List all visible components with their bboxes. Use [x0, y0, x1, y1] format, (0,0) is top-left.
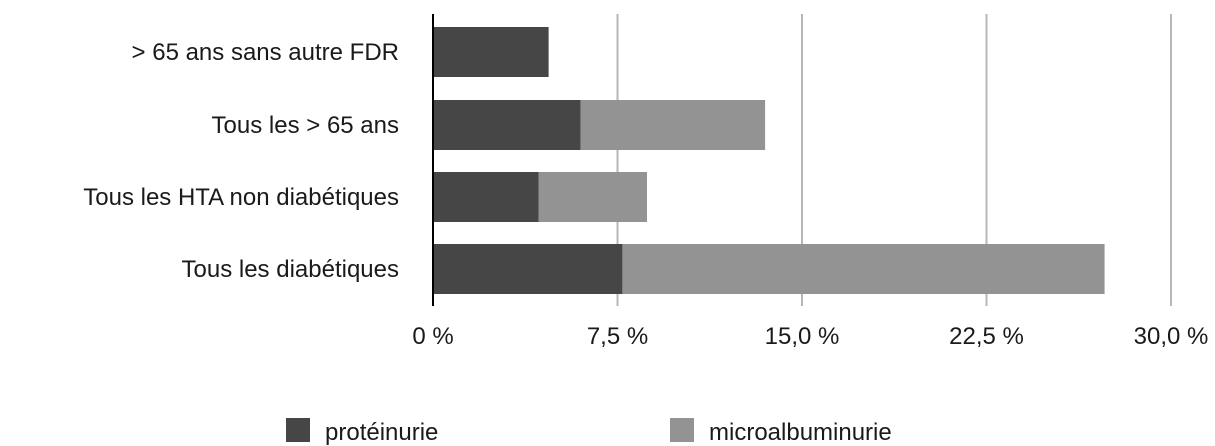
bar-microalbuminurie-3	[622, 244, 1105, 294]
legend-swatch-proteinurie	[286, 418, 310, 442]
x-tick-label-2: 15,0 %	[765, 323, 840, 350]
legend-label-proteinurie: protéinurie	[325, 419, 438, 446]
bar-proteinurie-2	[433, 172, 539, 222]
bar-microalbuminurie-1	[580, 100, 766, 150]
bar-proteinurie-3	[433, 244, 623, 294]
bar-proteinurie-0	[433, 27, 549, 77]
bars	[433, 27, 1105, 294]
bar-proteinurie-1	[433, 100, 581, 150]
x-tick-label-3: 22,5 %	[949, 323, 1024, 350]
x-tick-label-0: 0 %	[412, 323, 453, 350]
x-tick-label-1: 7,5 %	[587, 323, 648, 350]
x-tick-label-4: 30,0 %	[1134, 323, 1209, 350]
legend-swatch-microalbuminurie	[670, 418, 694, 442]
x-tick-labels: 0 % 7,5 % 15,0 % 22,5 % 30,0 %	[412, 323, 1208, 350]
category-label-3: Tous les diabétiques	[182, 256, 399, 283]
bar-microalbuminurie-2	[538, 172, 648, 222]
category-label-1: Tous les > 65 ans	[212, 112, 399, 139]
category-label-2: Tous les HTA non diabétiques	[83, 184, 399, 211]
category-label-0: > 65 ans sans autre FDR	[132, 39, 399, 66]
category-labels: > 65 ans sans autre FDR Tous les > 65 ans…	[83, 39, 399, 283]
legend: protéinurie microalbuminurie	[286, 418, 892, 446]
legend-label-microalbuminurie: microalbuminurie	[709, 419, 892, 446]
